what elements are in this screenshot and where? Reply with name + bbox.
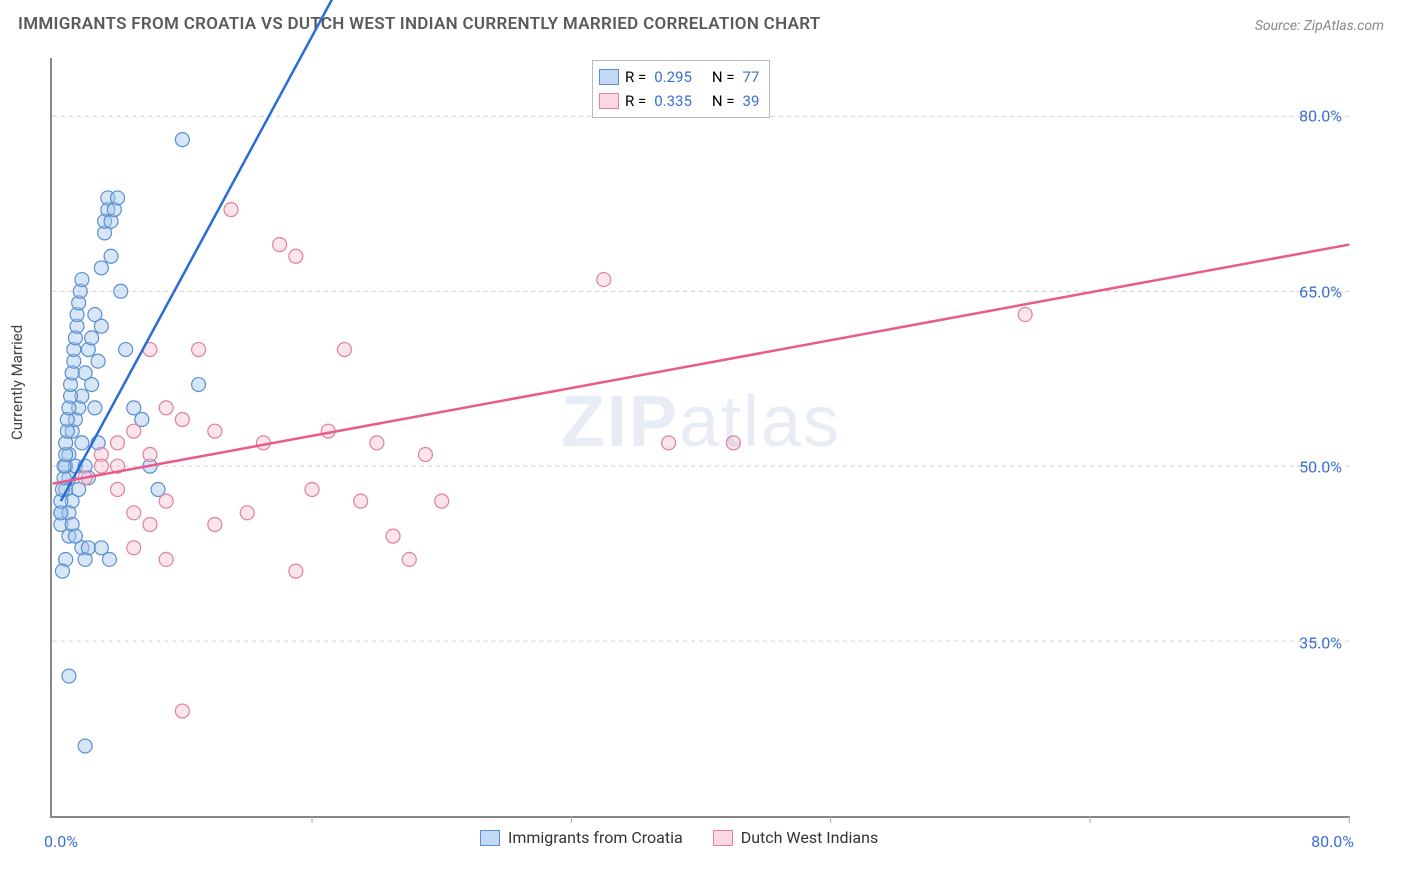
r-label: R = [625, 65, 646, 89]
legend-stats-box: R = 0.295 N = 77 R = 0.335 N = 39 [592, 60, 770, 118]
legend-stats-row-blue: R = 0.295 N = 77 [599, 65, 759, 89]
legend-label-blue: Immigrants from Croatia [508, 828, 683, 847]
n-value-blue: 77 [743, 65, 760, 89]
n-value-pink: 39 [743, 89, 760, 113]
y-axis-label: Currently Married [8, 325, 26, 440]
scatter-svg [52, 58, 1350, 816]
r-value-blue: 0.295 [654, 65, 692, 89]
x-axis-max: 80.0% [1311, 832, 1354, 851]
y-tick-label: 65.0% [1299, 282, 1342, 301]
swatch-blue-icon [599, 69, 619, 85]
swatch-blue-icon [480, 830, 500, 846]
swatch-pink-icon [599, 93, 619, 109]
chart-title: IMMIGRANTS FROM CROATIA VS DUTCH WEST IN… [18, 14, 821, 34]
n-label: N = [712, 65, 735, 89]
n-label: N = [712, 89, 735, 113]
x-axis-min: 0.0% [44, 832, 78, 851]
legend-series: Immigrants from Croatia Dutch West India… [480, 828, 878, 847]
y-tick-label: 50.0% [1299, 458, 1342, 477]
legend-item-blue: Immigrants from Croatia [480, 828, 683, 847]
legend-label-pink: Dutch West Indians [741, 828, 879, 847]
source-label: Source: ZipAtlas.com [1255, 18, 1384, 34]
plot-area: R = 0.295 N = 77 R = 0.335 N = 39 ZIPatl… [50, 58, 1350, 818]
legend-stats-row-pink: R = 0.335 N = 39 [599, 89, 759, 113]
y-tick-label: 80.0% [1299, 107, 1342, 126]
r-value-pink: 0.335 [654, 89, 692, 113]
r-label: R = [625, 89, 646, 113]
y-tick-label: 35.0% [1299, 633, 1342, 652]
legend-item-pink: Dutch West Indians [713, 828, 879, 847]
swatch-pink-icon [713, 830, 733, 846]
